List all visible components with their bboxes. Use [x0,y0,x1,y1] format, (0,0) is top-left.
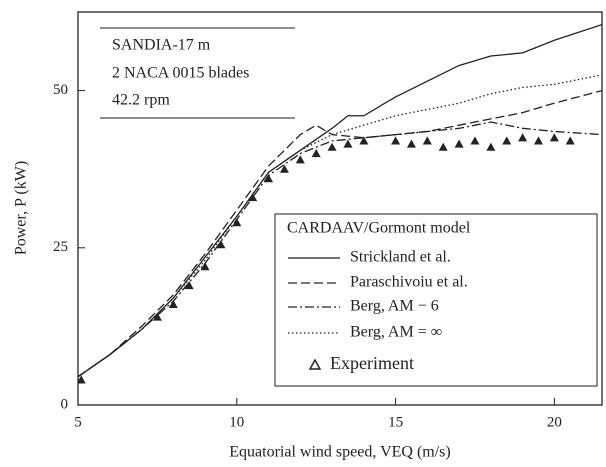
experiment-point [359,136,369,145]
x-axis-label: Equatorial wind speed, VEQ (m/s) [229,444,450,461]
experiment-point [549,133,559,142]
x-tick-label: 15 [388,414,403,430]
plot-area [78,23,602,384]
experiment-point [565,136,575,145]
legend-label: Berg, AM − 6 [350,298,439,315]
experiment-point [406,139,416,148]
annotation: 42.2 rpm [112,92,170,109]
experiment-point [518,133,528,142]
experiment-point [78,375,86,384]
experiment-point [454,139,464,148]
experiment-point [470,136,480,145]
experiment-point [200,262,210,271]
annotation: 2 NACA 0015 blades [112,65,249,82]
legend-label: Strickland et al. [350,249,451,266]
y-tick-label: 0 [61,396,69,412]
experiment-point [248,192,258,202]
x-tick-label: 10 [229,414,244,430]
experiment-point [279,164,289,173]
legend-label: Berg, AM = ∞ [350,324,442,341]
legend-title: CARDAAV/Gormont model [287,220,471,237]
experiment-point [152,312,162,321]
experiment-point [216,240,226,249]
legend-label: Experiment [330,353,414,373]
experiment-point [502,136,512,145]
y-tick-label: 25 [53,239,68,255]
experiment-point [486,142,496,151]
annotation: SANDIA-17 m [112,37,211,54]
experiment-point [184,281,194,290]
series-line [78,121,602,378]
experiment-point [327,142,337,151]
experiment-point [264,174,274,183]
series-line [78,74,602,378]
experiment-point [438,142,448,151]
plot-frame [77,11,603,406]
experiment-point [533,136,543,145]
legend-box [274,213,598,387]
experiment-point [422,136,432,145]
series-line [78,89,602,378]
experiment-point [343,139,353,148]
legend-marker [308,358,322,370]
x-tick-label: 5 [74,414,82,430]
y-axis-label: Power, P (kW) [13,161,30,255]
experiment-point [295,155,305,164]
experiment-point [391,136,401,145]
legend-label: Paraschivoiu et al. [350,274,468,291]
x-tick-label: 20 [547,414,562,430]
experiment-point [311,148,321,158]
experiment-point [232,218,242,227]
y-tick-label: 50 [53,82,68,98]
experiment-point [168,299,178,308]
